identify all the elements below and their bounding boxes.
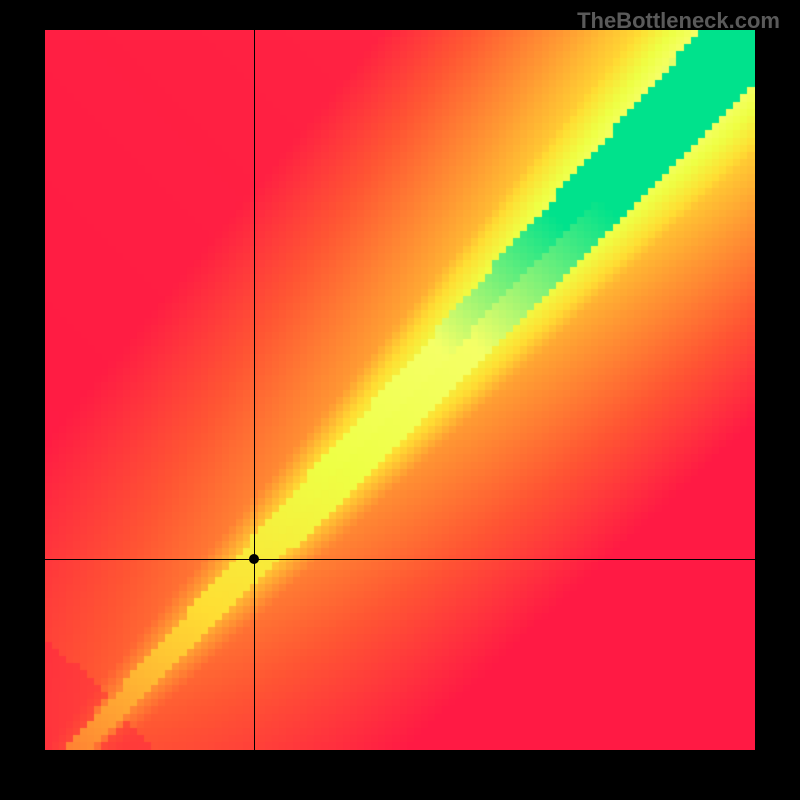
crosshair-vertical-line <box>254 30 255 750</box>
crosshair-horizontal-line <box>45 559 755 560</box>
plot-area <box>45 30 755 750</box>
heatmap-canvas <box>45 30 755 750</box>
crosshair-dot <box>249 554 259 564</box>
watermark-text: TheBottleneck.com <box>577 8 780 34</box>
